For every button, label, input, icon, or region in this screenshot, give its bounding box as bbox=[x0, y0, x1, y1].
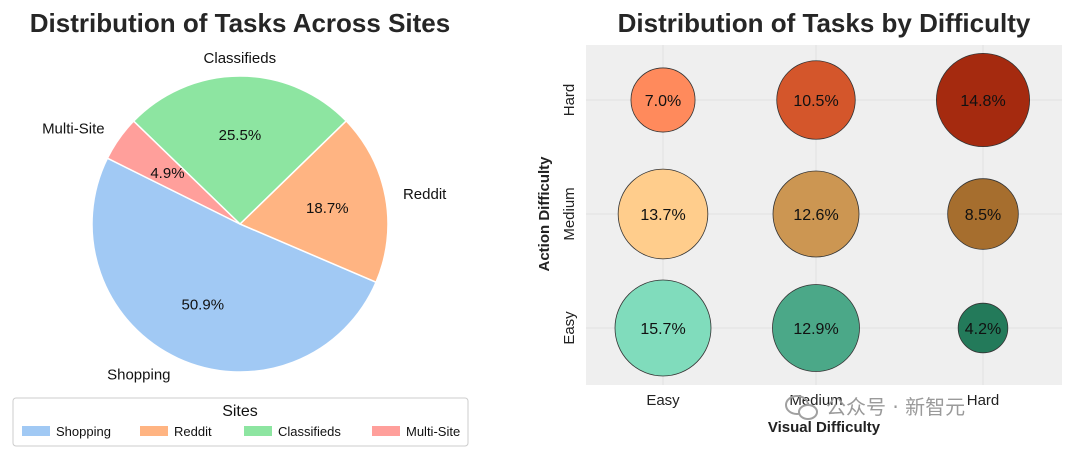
y-tick-hard: Hard bbox=[561, 84, 578, 117]
pie-slice-shopping bbox=[91, 157, 378, 373]
legend-swatch-reddit bbox=[140, 426, 168, 436]
bubble-label-medium-easy: 12.9% bbox=[793, 321, 838, 338]
pie-labels: 50.9% Shopping 18.7% Reddit 25.5% Classifieds… bbox=[42, 50, 447, 383]
legend-entry-shopping: Shopping bbox=[56, 424, 111, 439]
legend-entry-classifieds: Classifieds bbox=[278, 424, 341, 439]
bubble-chart: Distribution of Tasks by Difficulty 7.0%… bbox=[536, 8, 1062, 436]
pie-title: Distribution of Tasks Across Sites bbox=[30, 8, 450, 38]
bubble-label-medium-hard: 10.5% bbox=[793, 93, 838, 110]
bubble-label-easy-hard: 7.0% bbox=[645, 93, 681, 110]
y-axis-label: Action Difficulty bbox=[536, 156, 553, 272]
pie-category-label-classifieds: Classifieds bbox=[204, 50, 277, 67]
x-tick-hard: Hard bbox=[967, 392, 1000, 409]
x-tick-easy: Easy bbox=[646, 392, 680, 409]
legend-entry-multi-site: Multi-Site bbox=[406, 424, 460, 439]
bubble-medium-easy bbox=[772, 284, 860, 372]
pie-pct-label-shopping: 50.9% bbox=[182, 297, 225, 314]
y-tick-medium: Medium bbox=[561, 187, 578, 240]
watermark: 公众号 · 新智元 bbox=[785, 395, 965, 420]
pie-slice-classifieds bbox=[132, 75, 348, 226]
pie-chart: Distribution of Tasks Across Sites 50.9%… bbox=[12, 8, 469, 447]
pie-legend: Sites Shopping Reddit Classifieds Multi-Sit… bbox=[12, 397, 469, 447]
legend-title: Sites bbox=[222, 403, 258, 420]
bubble-label-easy-easy: 15.7% bbox=[640, 321, 685, 338]
legend-swatch-classifieds bbox=[244, 426, 272, 436]
pie-pct-label-classifieds: 25.5% bbox=[219, 127, 262, 144]
bubble-easy-hard bbox=[630, 67, 696, 133]
bubble-hard-hard bbox=[935, 52, 1031, 148]
y-tick-labels: Easy Medium Hard bbox=[561, 84, 578, 345]
pie-pct-label-multi-site: 4.9% bbox=[150, 165, 184, 182]
bubble-label-hard-medium: 8.5% bbox=[965, 207, 1001, 224]
legend-swatch-multi-site bbox=[372, 426, 400, 436]
wechat-icon bbox=[785, 395, 818, 420]
legend-entry-reddit: Reddit bbox=[174, 424, 212, 439]
legend-swatch-shopping bbox=[22, 426, 50, 436]
pie-category-label-shopping: Shopping bbox=[107, 366, 170, 383]
bubble-hard-easy bbox=[957, 302, 1009, 354]
pie-slice-reddit bbox=[238, 119, 389, 284]
pie-slice-multi-site bbox=[106, 120, 241, 225]
x-tick-labels: Easy Medium Hard bbox=[646, 392, 999, 409]
bubble-label-medium-medium: 12.6% bbox=[793, 207, 838, 224]
bubble-title: Distribution of Tasks by Difficulty bbox=[618, 8, 1031, 38]
y-tick-easy: Easy bbox=[561, 311, 578, 345]
legend-entries: Shopping Reddit Classifieds Multi-Site bbox=[22, 424, 460, 439]
legend-frame bbox=[12, 397, 469, 447]
bubble-easy-medium bbox=[617, 168, 709, 260]
bubble-easy-easy bbox=[614, 279, 712, 377]
pie-category-label-multi-site: Multi-Site bbox=[42, 120, 105, 137]
watermark-text: 公众号 · 新智元 bbox=[826, 395, 965, 419]
bubbles: 7.0% 10.5% 14.8% 13.7% 12.6% 8.5% 15.7% 12.9% 4.… bbox=[614, 52, 1031, 377]
bubble-hard-medium bbox=[947, 178, 1019, 250]
bubble-medium-hard bbox=[776, 60, 856, 140]
bubble-label-easy-medium: 13.7% bbox=[640, 207, 685, 224]
bubble-label-hard-easy: 4.2% bbox=[965, 321, 1001, 338]
bubble-medium-medium bbox=[772, 170, 860, 258]
pie-category-label-reddit: Reddit bbox=[403, 186, 447, 203]
pie-pct-label-reddit: 18.7% bbox=[306, 200, 349, 217]
bubble-label-hard-hard: 14.8% bbox=[960, 93, 1005, 110]
pie-slices bbox=[91, 75, 389, 373]
x-axis-label: Visual Difficulty bbox=[768, 419, 881, 436]
